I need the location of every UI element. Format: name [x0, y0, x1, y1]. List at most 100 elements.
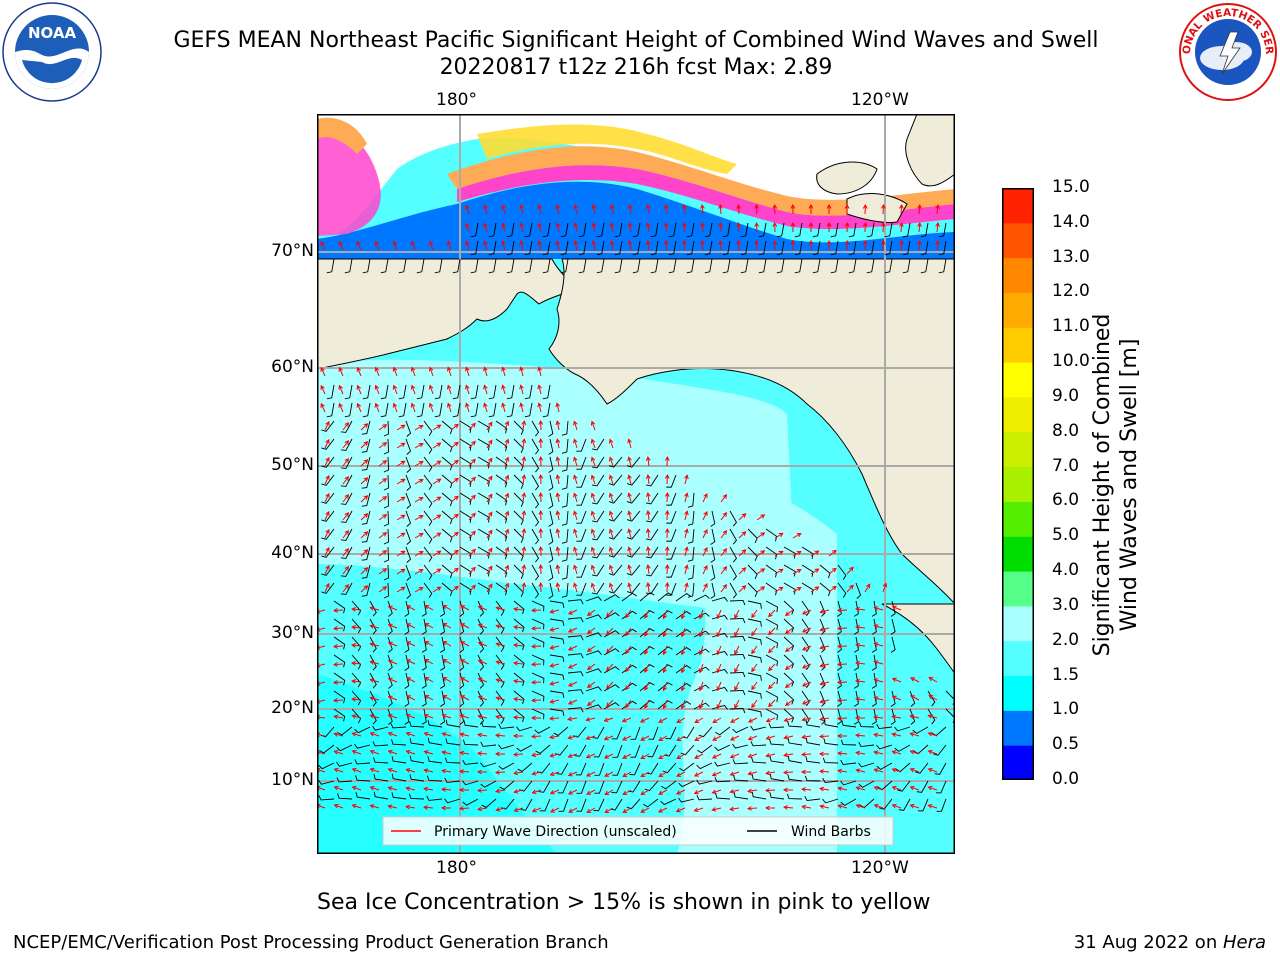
wave-direction-arrow — [369, 678, 380, 683]
wind-barb — [632, 258, 641, 274]
wave-direction-arrow — [356, 240, 362, 251]
wind-barb — [548, 546, 554, 563]
wave-direction-arrow — [891, 750, 902, 755]
wind-barb — [495, 672, 505, 688]
wave-direction-arrow — [711, 807, 722, 812]
wind-barb — [387, 654, 393, 671]
wave-direction-arrow — [460, 605, 470, 611]
wind-barb — [915, 762, 929, 774]
wave-direction-arrow — [734, 663, 740, 673]
wave-direction-arrow — [342, 421, 350, 431]
wave-direction-arrow — [747, 753, 758, 759]
wind-barb — [506, 402, 515, 418]
wind-barb — [477, 420, 490, 433]
wind-barb — [626, 474, 641, 486]
lat-label-20n: 20°N — [271, 698, 314, 718]
wind-barb — [321, 510, 335, 522]
wind-barb — [783, 690, 795, 705]
wind-barb — [336, 744, 353, 752]
wind-barb — [477, 438, 490, 451]
wind-barb — [344, 402, 353, 418]
wind-barb — [513, 600, 525, 615]
wave-direction-arrow — [700, 222, 705, 233]
wind-barb — [576, 438, 587, 452]
wind-barb — [747, 600, 762, 609]
wave-direction-arrow — [442, 641, 452, 647]
wave-direction-arrow — [899, 221, 904, 233]
wind-barb — [858, 762, 875, 768]
wave-direction-arrow — [342, 565, 350, 575]
wave-direction-arrow — [324, 510, 330, 521]
wave-direction-arrow — [819, 716, 830, 722]
sea-ice-pink — [457, 165, 955, 229]
wave-direction-arrow — [604, 789, 614, 795]
wave-direction-arrow — [513, 660, 524, 666]
wave-direction-arrow — [698, 645, 704, 656]
footer-credit: NCEP/EMC/Verification Post Processing Pr… — [13, 932, 609, 953]
land-alaska-canada — [548, 258, 955, 605]
wind-barb — [639, 700, 655, 710]
wave-direction-arrow — [935, 240, 940, 251]
wind-barb — [837, 564, 847, 580]
wind-barb — [495, 618, 505, 634]
wave-direction-arrow — [586, 807, 596, 813]
wave-direction-arrow — [910, 695, 920, 701]
wind-barb — [321, 582, 335, 594]
lat-label-60n: 60°N — [271, 357, 314, 377]
wind-barb — [542, 258, 551, 274]
wave-direction-arrow — [627, 438, 632, 449]
wave-direction-arrow — [720, 548, 728, 557]
wind-barb — [776, 258, 785, 274]
wind-barb — [819, 690, 826, 707]
wind-barb — [787, 755, 803, 764]
wind-barb — [333, 654, 346, 668]
wind-barb — [837, 708, 842, 725]
wave-direction-arrow — [891, 677, 902, 683]
wave-direction-arrow — [712, 735, 722, 741]
wave-direction-arrow — [608, 564, 614, 575]
wave-direction-arrow — [855, 642, 866, 648]
wave-direction-arrow — [512, 733, 524, 739]
wind-barb — [459, 690, 465, 707]
wave-direction-arrow — [751, 609, 758, 619]
colorbar-tick-label: 8.0 — [1052, 420, 1080, 441]
colorbar-cell — [1002, 431, 1034, 468]
wind-barb — [871, 618, 877, 635]
wind-barb — [567, 599, 584, 605]
wind-barb — [909, 690, 916, 707]
national-weather-service-logo: NATIONAL WEATHER SERVICE — [1178, 2, 1277, 101]
wave-direction-arrow — [784, 681, 794, 688]
wind-barb — [423, 564, 433, 580]
wave-direction-arrow — [320, 366, 326, 377]
wind-barb — [657, 682, 673, 692]
wave-direction-arrow — [573, 204, 579, 215]
wave-direction-arrow — [909, 785, 920, 791]
wave-direction-arrow — [828, 567, 837, 575]
wave-direction-arrow — [369, 767, 380, 773]
wind-barb — [477, 708, 485, 725]
wind-barb — [561, 582, 569, 598]
wave-direction-arrow — [477, 677, 488, 683]
wind-barb — [822, 798, 839, 804]
wind-barb — [427, 737, 443, 746]
wave-direction-arrow — [768, 699, 776, 708]
wind-barb — [933, 744, 947, 756]
wave-direction-arrow — [645, 456, 651, 467]
wave-direction-arrow — [590, 564, 596, 575]
wave-direction-arrow — [442, 659, 452, 665]
wind-barb — [830, 222, 839, 238]
wind-barb — [488, 240, 497, 256]
wind-barb — [646, 762, 659, 775]
wave-direction-arrow — [882, 582, 888, 593]
wind-barb — [531, 564, 540, 581]
wind-barb — [614, 258, 623, 274]
wave-direction-arrow — [333, 785, 344, 791]
wind-barb — [318, 779, 335, 785]
wave-direction-arrow — [873, 750, 884, 755]
wave-direction-arrow — [369, 642, 380, 647]
wind-barb — [591, 438, 605, 451]
wave-direction-arrow — [627, 510, 632, 521]
colorbar-cell — [1002, 501, 1034, 537]
wave-direction-arrow — [590, 510, 596, 521]
wave-direction-arrow — [406, 605, 416, 611]
